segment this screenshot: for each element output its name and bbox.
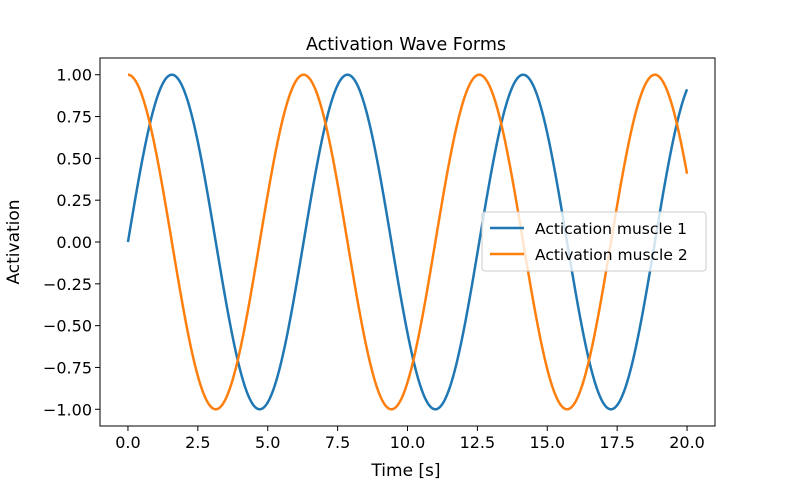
chart-title: Activation Wave Forms	[306, 35, 506, 55]
y-tick-label: −0.75	[43, 358, 92, 377]
y-tick-label: 0.00	[56, 233, 92, 252]
y-tick-label: −0.25	[43, 275, 92, 294]
x-axis: 0.0 2.5 5.0 7.5 10.0 12.5 15.0 17.5 20.0	[115, 426, 705, 452]
series-layer	[126, 73, 689, 411]
x-tick-label: 12.5	[460, 433, 496, 452]
x-axis-title: Time [s]	[370, 461, 440, 480]
y-tick-label: 1.00	[56, 66, 92, 85]
x-tick-label: 20.0	[669, 433, 705, 452]
x-tick-label: 15.0	[529, 433, 565, 452]
x-tick-label: 0.0	[115, 433, 140, 452]
y-tick-label: 0.75	[56, 108, 92, 127]
legend-label-muscle-1: Actication muscle 1	[535, 220, 687, 238]
legend: Actication muscle 1 Activation muscle 2	[481, 211, 707, 272]
y-tick-label: −0.50	[43, 317, 92, 336]
legend-frame	[481, 211, 707, 272]
y-tick-label: −1.00	[43, 400, 92, 419]
x-tick-label: 5.0	[255, 433, 280, 452]
legend-label-muscle-2: Activation muscle 2	[535, 246, 688, 264]
x-tick-label: 2.5	[185, 433, 210, 452]
x-tick-label: 17.5	[599, 433, 635, 452]
series-line-1	[126, 73, 689, 411]
x-tick-label: 7.5	[325, 433, 350, 452]
y-tick-label: 0.25	[56, 191, 92, 210]
x-tick-label: 10.0	[390, 433, 426, 452]
series-line-2	[127, 73, 689, 411]
y-tick-label: 0.50	[56, 149, 92, 168]
y-axis: 1.00 0.75 0.50 0.25 0.00 −0.25 −0.50 −0.75 −1.00	[43, 66, 100, 419]
y-axis-title: Activation	[4, 199, 24, 284]
